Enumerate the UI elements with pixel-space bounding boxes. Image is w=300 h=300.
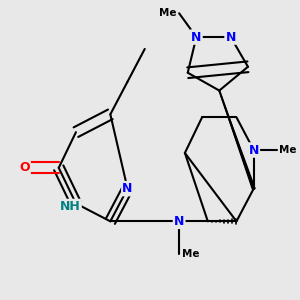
Text: N: N [248, 143, 259, 157]
Text: Me: Me [280, 145, 297, 155]
Text: N: N [191, 31, 202, 44]
Text: N: N [226, 31, 236, 44]
Text: N: N [122, 182, 133, 195]
Polygon shape [219, 91, 255, 189]
Text: N: N [174, 215, 184, 228]
Text: Me: Me [182, 249, 200, 259]
Text: NH: NH [60, 200, 81, 213]
Text: Me: Me [159, 8, 176, 18]
Text: O: O [19, 161, 30, 174]
